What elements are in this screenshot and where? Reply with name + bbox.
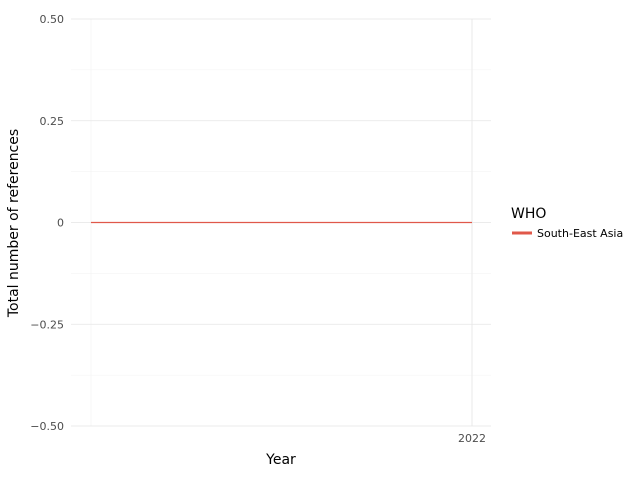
y-tick-label: 0.50: [40, 13, 65, 26]
y-tick-label: −0.25: [30, 318, 64, 331]
legend-label-south-east-asia: South-East Asia: [537, 227, 623, 240]
y-axis-title: Total number of references: [6, 129, 22, 318]
legend: WHO South-East Asia: [511, 206, 623, 240]
x-axis-ticks: 2022: [458, 432, 486, 445]
y-tick-label: 0.25: [40, 115, 65, 128]
x-tick-label: 2022: [458, 432, 486, 445]
x-axis-title: Year: [265, 452, 296, 468]
y-tick-label: 0: [57, 217, 64, 230]
legend-title: WHO: [511, 206, 546, 222]
y-axis-ticks: −0.50 −0.25 0 0.25 0.50: [30, 13, 64, 433]
y-tick-label: −0.50: [30, 420, 64, 433]
major-gridlines: [71, 18, 491, 427]
